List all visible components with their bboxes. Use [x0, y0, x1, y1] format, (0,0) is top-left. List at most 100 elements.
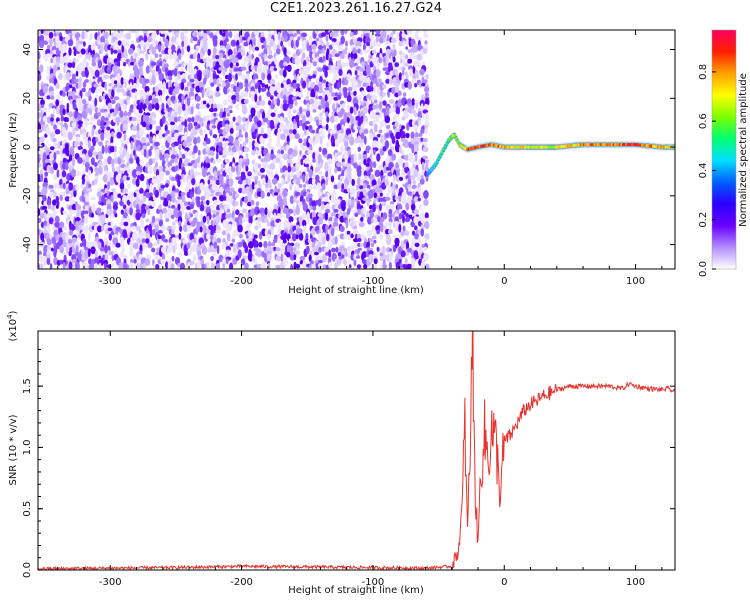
noise-cell [128, 251, 134, 257]
noise-cell [215, 91, 221, 97]
noise-cell [286, 50, 291, 56]
noise-cell [139, 159, 144, 165]
noise-cell [40, 30, 44, 34]
noise-cell [128, 47, 134, 55]
noise-cell [180, 116, 186, 122]
noise-cell [201, 89, 205, 99]
noise-cell [85, 167, 89, 173]
noise-cell [303, 184, 306, 188]
noise-cell [149, 75, 152, 80]
noise-cell [340, 35, 346, 45]
noise-cell [120, 138, 125, 143]
noise-cell [78, 53, 83, 59]
noise-cell [299, 48, 303, 54]
noise-cell [74, 78, 79, 83]
y-tick-label: 1.5 [22, 378, 33, 394]
noise-cell [99, 108, 106, 113]
noise-cell [158, 219, 163, 227]
noise-cell [279, 59, 285, 69]
noise-cell [294, 100, 298, 107]
noise-cell [419, 178, 425, 185]
noise-cell [343, 30, 348, 35]
noise-cell [119, 182, 125, 190]
noise-cell [110, 220, 114, 227]
noise-cell [216, 158, 222, 163]
noise-cell [157, 204, 162, 211]
noise-cell [258, 183, 262, 188]
noise-cell [172, 221, 176, 226]
noise-cell [137, 47, 141, 57]
noise-cell [382, 264, 388, 269]
noise-cell [364, 135, 367, 145]
noise-cell [141, 238, 147, 243]
noise-cell [371, 49, 377, 54]
noise-cell [165, 251, 169, 256]
noise-cell [407, 49, 412, 53]
noise-cell [286, 56, 290, 64]
noise-cell [376, 246, 380, 252]
noise-cell [247, 171, 252, 177]
noise-cell [197, 172, 202, 176]
noise-cell [340, 175, 345, 180]
noise-cell [250, 65, 255, 71]
noise-cell [141, 207, 147, 216]
noise-cell [369, 211, 374, 219]
noise-cell [173, 68, 178, 77]
noise-cell [149, 228, 153, 238]
noise-cell [155, 264, 160, 269]
noise-cell [199, 104, 205, 110]
noise-cell [58, 72, 63, 81]
noise-cell [96, 225, 103, 233]
noise-cell [270, 95, 274, 101]
noise-cell [230, 86, 234, 94]
noise-cell [363, 263, 368, 269]
noise-cell [258, 95, 262, 102]
noise-cell [312, 142, 316, 146]
noise-cell [65, 161, 69, 171]
noise-cell [225, 81, 230, 89]
noise-cell [84, 247, 89, 251]
noise-cell [40, 263, 44, 269]
noise-cell [188, 91, 195, 98]
noise-cell [242, 216, 246, 223]
noise-cell [91, 203, 96, 213]
noise-cell [210, 255, 214, 262]
noise-cell [254, 141, 260, 148]
noise-cell [133, 82, 138, 89]
noise-cell [379, 203, 382, 211]
noise-cell [353, 259, 357, 267]
noise-cell [226, 88, 230, 93]
noise-cell [217, 83, 222, 88]
noise-cell [396, 32, 399, 40]
noise-cell [333, 115, 339, 122]
noise-cell [381, 245, 386, 255]
noise-cell [122, 148, 127, 157]
noise-cell [180, 81, 185, 91]
noise-cell [119, 221, 124, 229]
noise-cell [346, 73, 352, 82]
noise-cell [187, 117, 192, 123]
noise-cell [254, 82, 259, 90]
noise-cell [174, 111, 178, 117]
noise-cell [330, 175, 335, 183]
noise-cell [266, 90, 272, 97]
noise-cell [131, 117, 137, 122]
noise-cell [202, 215, 207, 223]
noise-cell [122, 123, 128, 132]
noise-cell [321, 83, 326, 88]
noise-cell [158, 130, 164, 140]
noise-cell [243, 146, 250, 153]
noise-cell [404, 111, 409, 119]
noise-cell [423, 252, 429, 262]
noise-cell [420, 129, 425, 134]
noise-cell [388, 99, 395, 105]
noise-cell [78, 80, 82, 90]
noise-cell [258, 84, 261, 94]
noise-cell [122, 188, 128, 194]
noise-cell [308, 35, 312, 42]
noise-cell [75, 90, 81, 96]
noise-cell [101, 226, 105, 231]
noise-cell [53, 124, 58, 131]
noise-cell [232, 220, 236, 228]
noise-cell [294, 242, 301, 250]
